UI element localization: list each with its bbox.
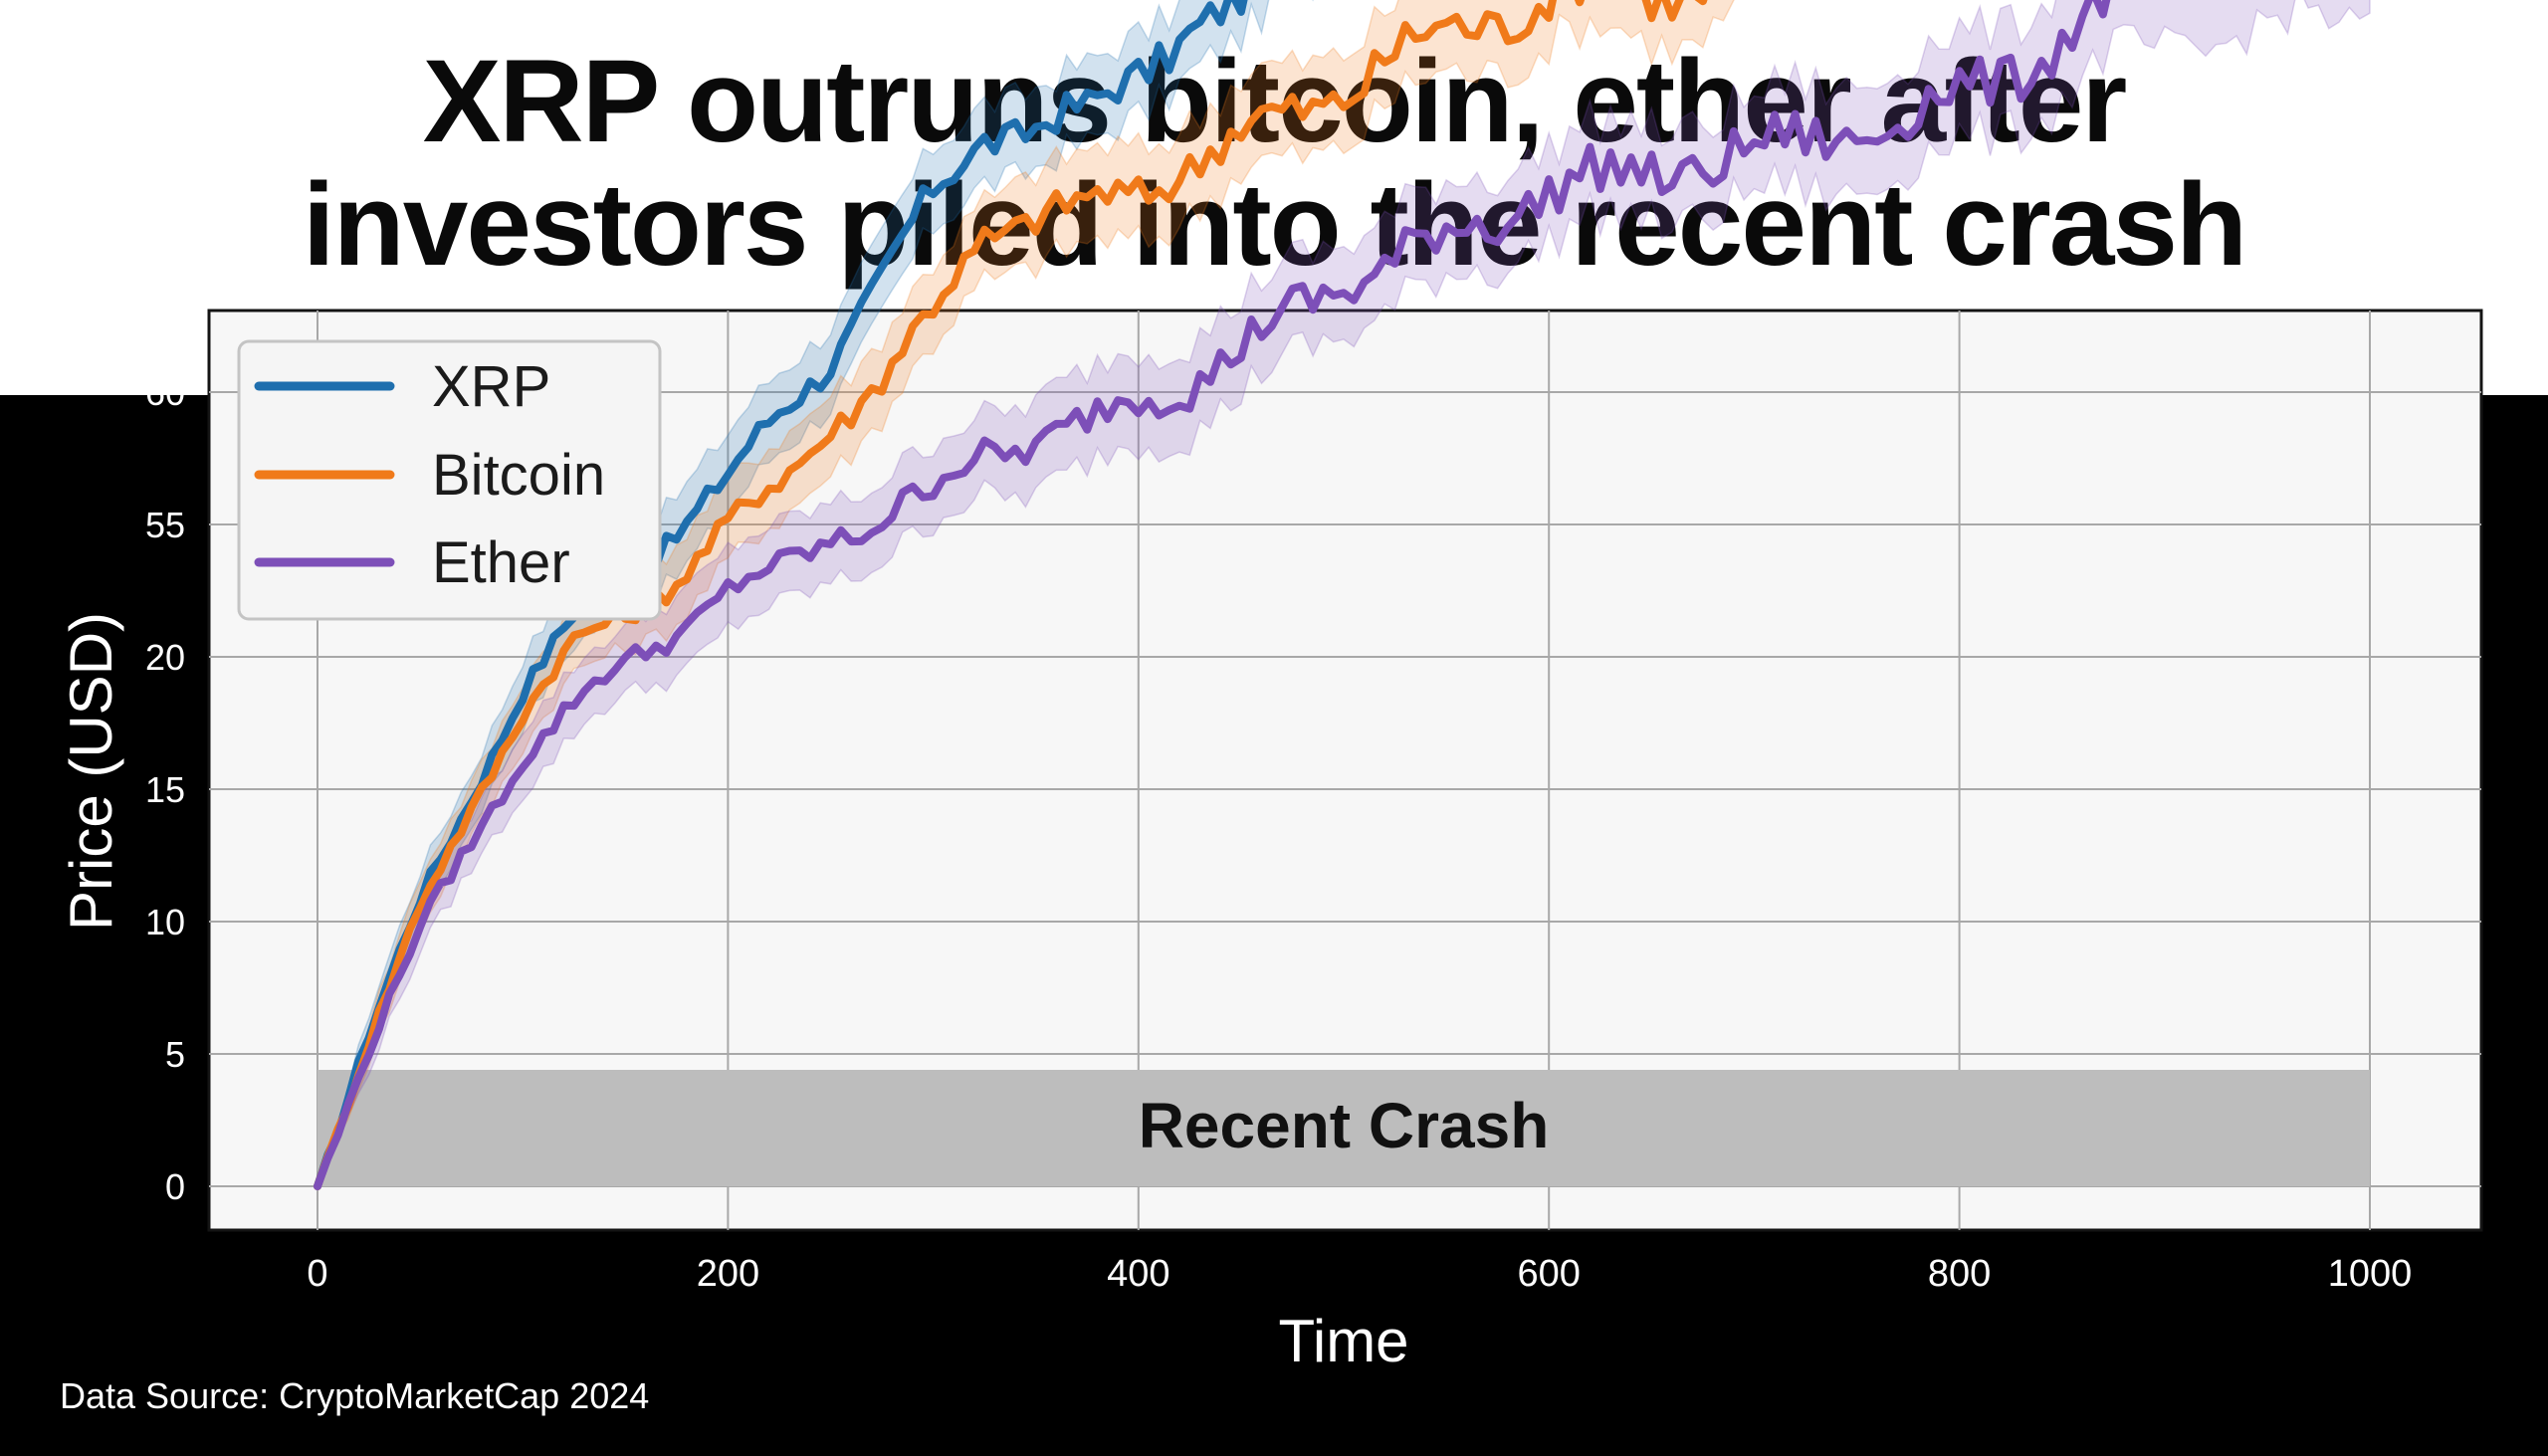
x-tick-label-800: 800 <box>1928 1253 1991 1295</box>
y-tick-label-10: 10 <box>145 902 185 942</box>
y-axis-ticks: 0 5 10 15 20 55 60 <box>145 372 185 1207</box>
y-tick-label-60: 60 <box>145 372 185 413</box>
legend-box <box>237 339 662 621</box>
y-axis-label: Price (USD) <box>58 612 124 931</box>
legend: XRP Bitcoin Ether <box>237 339 662 621</box>
x-tick-label-400: 400 <box>1107 1253 1169 1295</box>
legend-label-ether: Ether <box>432 530 570 595</box>
y-tick-label-0: 0 <box>165 1166 185 1207</box>
recent-crash-band <box>318 1070 2370 1186</box>
x-tick-label-0: 0 <box>307 1253 327 1295</box>
x-tick-label-1000: 1000 <box>2328 1253 2413 1295</box>
x-axis-label: Time <box>1278 1308 1408 1374</box>
title-line-1: XRP outruns bitcoin, ether after <box>422 36 2128 167</box>
data-source-note: Data Source: CryptoMarketCap 2024 <box>60 1375 650 1416</box>
legend-label-bitcoin: Bitcoin <box>432 443 605 508</box>
legend-label-xrp: XRP <box>432 354 550 419</box>
recent-crash-label: Recent Crash <box>1139 1090 1550 1161</box>
x-tick-label-200: 200 <box>697 1253 759 1295</box>
y-tick-label-20: 20 <box>145 637 185 678</box>
x-axis-ticks: 0 200 400 600 800 1000 <box>307 1253 2412 1295</box>
title-line-2: investors piled into the recent crash <box>302 159 2247 291</box>
x-tick-label-600: 600 <box>1517 1253 1580 1295</box>
series-line-ether <box>314 0 2111 1190</box>
y-tick-label-55: 55 <box>145 505 185 545</box>
y-tick-label-15: 15 <box>145 769 185 810</box>
chart-title: XRP outruns bitcoin, ether after investo… <box>0 40 2548 287</box>
band-ether <box>317 0 2371 1187</box>
y-tick-label-5: 5 <box>165 1034 185 1075</box>
band-xrp <box>317 0 1314 1187</box>
